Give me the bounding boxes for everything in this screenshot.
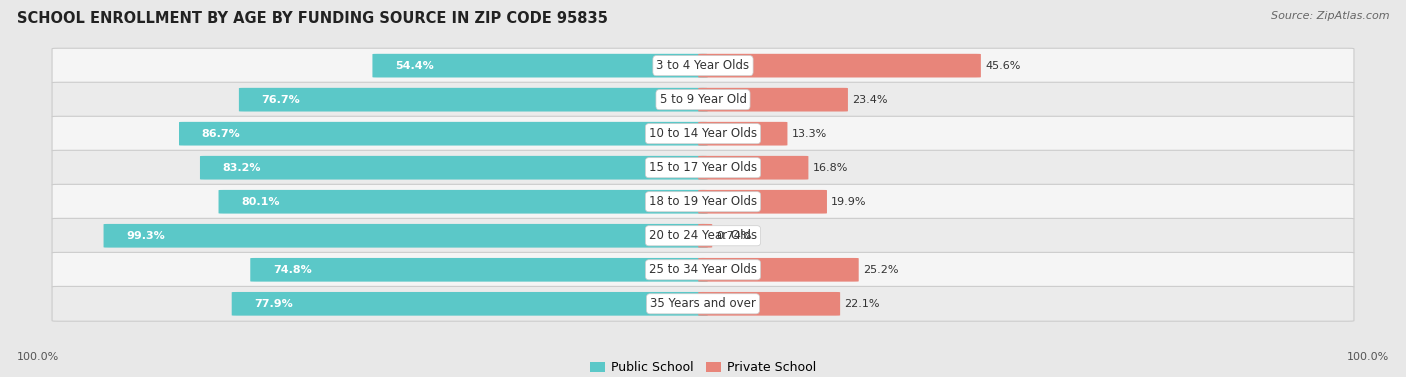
Text: 23.4%: 23.4% [852, 95, 887, 105]
Text: 74.8%: 74.8% [273, 265, 312, 275]
FancyBboxPatch shape [52, 218, 1354, 253]
FancyBboxPatch shape [699, 258, 859, 282]
Text: 3 to 4 Year Olds: 3 to 4 Year Olds [657, 59, 749, 72]
Text: 54.4%: 54.4% [395, 61, 434, 70]
FancyBboxPatch shape [218, 190, 707, 214]
Legend: Public School, Private School: Public School, Private School [585, 356, 821, 377]
FancyBboxPatch shape [699, 88, 848, 112]
Text: 45.6%: 45.6% [986, 61, 1021, 70]
Text: 80.1%: 80.1% [242, 197, 280, 207]
Text: SCHOOL ENROLLMENT BY AGE BY FUNDING SOURCE IN ZIP CODE 95835: SCHOOL ENROLLMENT BY AGE BY FUNDING SOUR… [17, 11, 607, 26]
FancyBboxPatch shape [699, 224, 713, 248]
Text: 18 to 19 Year Olds: 18 to 19 Year Olds [650, 195, 756, 208]
FancyBboxPatch shape [104, 224, 707, 248]
FancyBboxPatch shape [699, 54, 981, 78]
Text: 35 Years and over: 35 Years and over [650, 297, 756, 310]
Text: 22.1%: 22.1% [845, 299, 880, 309]
FancyBboxPatch shape [52, 252, 1354, 287]
FancyBboxPatch shape [699, 122, 787, 146]
FancyBboxPatch shape [373, 54, 707, 78]
FancyBboxPatch shape [699, 156, 808, 179]
FancyBboxPatch shape [52, 184, 1354, 219]
FancyBboxPatch shape [179, 122, 707, 146]
Text: 77.9%: 77.9% [254, 299, 294, 309]
FancyBboxPatch shape [52, 48, 1354, 83]
FancyBboxPatch shape [52, 82, 1354, 117]
FancyBboxPatch shape [52, 116, 1354, 151]
Text: 100.0%: 100.0% [17, 352, 59, 362]
Text: 25 to 34 Year Olds: 25 to 34 Year Olds [650, 263, 756, 276]
Text: 5 to 9 Year Old: 5 to 9 Year Old [659, 93, 747, 106]
Text: 76.7%: 76.7% [262, 95, 301, 105]
FancyBboxPatch shape [52, 287, 1354, 321]
Text: 99.3%: 99.3% [127, 231, 165, 241]
FancyBboxPatch shape [52, 150, 1354, 185]
FancyBboxPatch shape [232, 292, 707, 316]
Text: 83.2%: 83.2% [222, 163, 262, 173]
Text: 19.9%: 19.9% [831, 197, 866, 207]
Text: 15 to 17 Year Olds: 15 to 17 Year Olds [650, 161, 756, 174]
Text: 86.7%: 86.7% [202, 129, 240, 139]
Text: 16.8%: 16.8% [813, 163, 848, 173]
FancyBboxPatch shape [200, 156, 707, 179]
Text: 20 to 24 Year Olds: 20 to 24 Year Olds [650, 229, 756, 242]
Text: 25.2%: 25.2% [863, 265, 898, 275]
FancyBboxPatch shape [250, 258, 707, 282]
Text: 100.0%: 100.0% [1347, 352, 1389, 362]
Text: 0.74%: 0.74% [717, 231, 752, 241]
FancyBboxPatch shape [699, 190, 827, 214]
FancyBboxPatch shape [699, 292, 841, 316]
Text: 10 to 14 Year Olds: 10 to 14 Year Olds [650, 127, 756, 140]
FancyBboxPatch shape [239, 88, 707, 112]
Text: 13.3%: 13.3% [792, 129, 827, 139]
Text: Source: ZipAtlas.com: Source: ZipAtlas.com [1271, 11, 1389, 21]
